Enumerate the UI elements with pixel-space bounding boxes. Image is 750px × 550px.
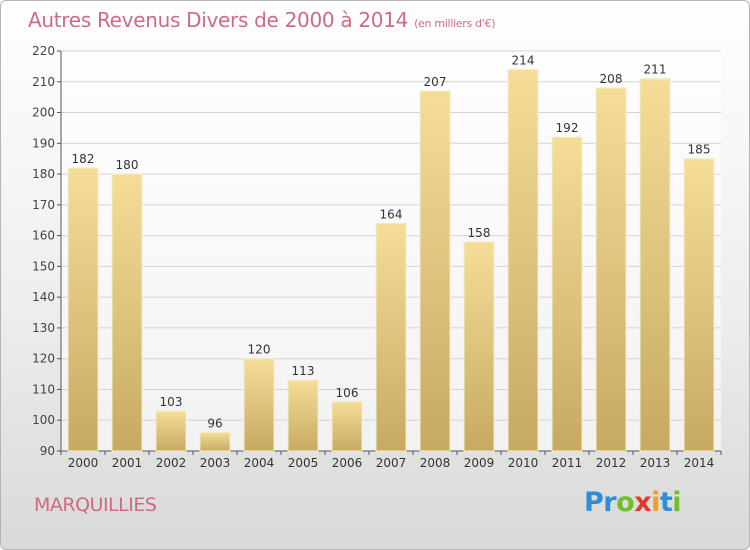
logo-letter: r: [603, 487, 617, 518]
x-tick-label: 2012: [596, 456, 627, 470]
data-label: 208: [600, 72, 623, 86]
y-tick-label: 140: [32, 290, 55, 304]
logo-letter: o: [616, 487, 635, 518]
logo-letter: i: [672, 487, 682, 518]
commune-name: MARQUILLIES: [34, 494, 157, 516]
bar-2006: [331, 401, 363, 452]
y-tick-label: 190: [32, 136, 55, 150]
chart-unit: (en milliers d'€): [414, 17, 496, 30]
y-tick-label: 130: [32, 321, 55, 335]
chart-title: Autres Revenus Divers de 2000 à 2014 (en …: [28, 8, 496, 32]
data-label: 96: [207, 417, 222, 431]
x-tick-label: 2001: [112, 456, 143, 470]
y-tick-label: 180: [32, 167, 55, 181]
y-tick-label: 170: [32, 198, 55, 212]
y-tick-label: 90: [40, 444, 55, 458]
x-tick-label: 2006: [332, 456, 363, 470]
x-tick-label: 2005: [288, 456, 319, 470]
data-label: 180: [116, 158, 139, 172]
y-tick-label: 160: [32, 229, 55, 243]
bar-2000: [67, 167, 99, 452]
x-tick-label: 2010: [508, 456, 539, 470]
data-label: 185: [688, 143, 711, 157]
bar-2009: [463, 241, 495, 452]
y-tick-label: 120: [32, 352, 55, 366]
bar-2001: [111, 173, 143, 452]
chart-title-text: Autres Revenus Divers de 2000 à 2014: [28, 8, 409, 32]
data-label: 106: [336, 386, 359, 400]
y-tick-label: 200: [32, 106, 55, 120]
bar-2012: [595, 87, 627, 452]
data-label: 120: [248, 343, 271, 357]
x-tick-label: 2009: [464, 456, 495, 470]
data-label: 103: [160, 395, 183, 409]
x-tick-label: 2014: [684, 456, 715, 470]
proxiti-logo: Proxiti: [584, 487, 682, 518]
x-tick-label: 2003: [200, 456, 231, 470]
data-label: 214: [512, 53, 535, 67]
x-tick-label: 2007: [376, 456, 407, 470]
y-tick-label: 110: [32, 382, 55, 396]
bar-2014: [683, 158, 715, 452]
y-tick-label: 210: [32, 75, 55, 89]
x-tick-label: 2004: [244, 456, 275, 470]
data-label: 207: [424, 75, 447, 89]
bar-2003: [199, 432, 231, 452]
bar-2005: [287, 379, 319, 452]
logo-letter: P: [584, 487, 604, 518]
bar-2002: [155, 410, 187, 452]
data-label: 113: [292, 364, 315, 378]
data-label: 182: [72, 152, 95, 166]
logo-letter: i: [651, 487, 660, 518]
bar-2010: [507, 68, 539, 452]
y-tick-label: 150: [32, 259, 55, 273]
data-label: 211: [644, 63, 667, 77]
x-tick-label: 2011: [552, 456, 583, 470]
x-tick-label: 2002: [156, 456, 187, 470]
bar-2007: [375, 222, 407, 452]
y-tick-label: 220: [32, 44, 55, 58]
logo-letter: t: [659, 487, 673, 518]
bar-2004: [243, 358, 275, 452]
data-label: 192: [556, 121, 579, 135]
logo-letter: x: [634, 487, 652, 518]
bar-2008: [419, 90, 451, 452]
data-label: 158: [468, 226, 491, 240]
y-tick-label: 100: [32, 413, 55, 427]
bar-2013: [639, 78, 671, 452]
x-tick-label: 2008: [420, 456, 451, 470]
bar-2011: [551, 136, 583, 452]
x-tick-label: 2013: [640, 456, 671, 470]
data-label: 164: [380, 207, 403, 221]
x-tick-label: 2000: [68, 456, 99, 470]
